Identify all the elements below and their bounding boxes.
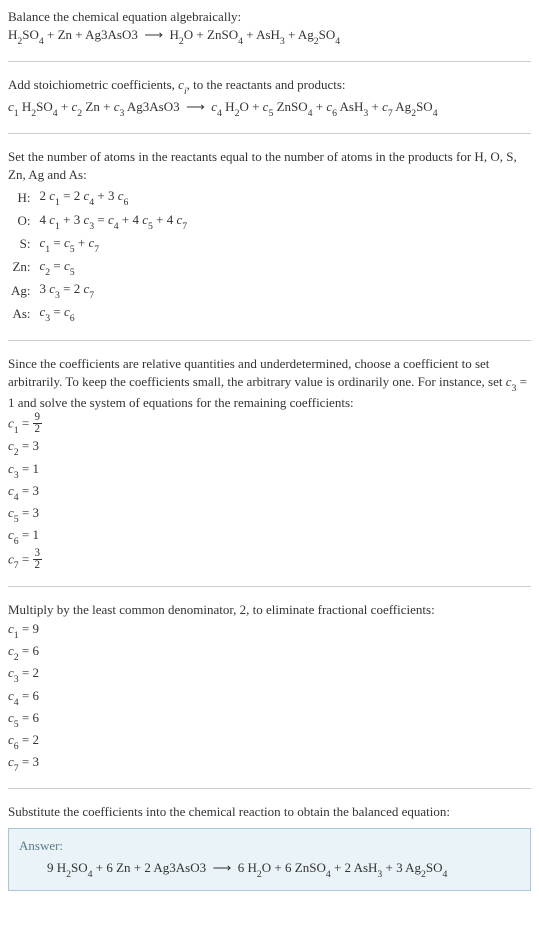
intro-line1: Balance the chemical equation algebraica…	[8, 8, 531, 26]
set-atoms-text: Set the number of atoms in the reactants…	[8, 148, 531, 184]
divider	[8, 788, 531, 789]
since-text-b: and solve the system of equations for th…	[15, 395, 354, 410]
answer-box: Answer: 9 H2SO4 + 6 Zn + 2 Ag3AsO3 ⟶ 6 H…	[8, 828, 531, 891]
add-text-b: , to the reactants and products:	[187, 77, 346, 92]
coef-frac-list: c1 = 92 c2 = 3 c3 = 1 c4 = 3 c5 = 3 c6 =…	[8, 413, 531, 571]
set-atoms-block: Set the number of atoms in the reactants…	[8, 148, 531, 326]
atom-row: O:4 c1 + 3 c3 = c4 + 4 c5 + 4 c7	[8, 210, 190, 233]
multiply-block: Multiply by the least common denominator…	[8, 601, 531, 775]
atom-eq: c2 = c5	[37, 256, 191, 279]
coef-item: c3 = 2	[8, 664, 531, 685]
atom-row: Ag:3 c3 = 2 c7	[8, 279, 190, 302]
answer-equation: 9 H2SO4 + 6 Zn + 2 Ag3AsO3 ⟶ 6 H2O + 6 Z…	[19, 859, 520, 880]
coef-item: c5 = 3	[8, 504, 531, 525]
atom-el: As:	[8, 302, 37, 325]
atom-row: Zn:c2 = c5	[8, 256, 190, 279]
add-coeffs-block: Add stoichiometric coefficients, ci, to …	[8, 76, 531, 118]
coef-item: c6 = 1	[8, 526, 531, 547]
add-text-a: Add stoichiometric coefficients,	[8, 77, 178, 92]
atom-eq: c1 = c5 + c7	[37, 233, 191, 256]
atom-eq: c3 = c6	[37, 302, 191, 325]
add-coeffs-text: Add stoichiometric coefficients, ci, to …	[8, 76, 531, 97]
since-text-a: Since the coefficients are relative quan…	[8, 356, 506, 389]
coef-item: c4 = 3	[8, 482, 531, 503]
coef-item: c1 = 9	[8, 620, 531, 641]
atom-eq: 3 c3 = 2 c7	[37, 279, 191, 302]
coef-item: c1 = 92	[8, 413, 531, 436]
divider	[8, 340, 531, 341]
intro-equation: H2SO4 + Zn + Ag3AsO3 ⟶ H2O + ZnSO4 + AsH…	[8, 26, 531, 47]
coef-item: c3 = 1	[8, 460, 531, 481]
atom-el: Ag:	[8, 279, 37, 302]
atom-row: H:2 c1 = 2 c4 + 3 c6	[8, 186, 190, 209]
atom-row: As:c3 = c6	[8, 302, 190, 325]
atom-eq: 4 c1 + 3 c3 = c4 + 4 c5 + 4 c7	[37, 210, 191, 233]
atom-row: S:c1 = c5 + c7	[8, 233, 190, 256]
substitute-text: Substitute the coefficients into the che…	[8, 803, 531, 821]
atom-el: O:	[8, 210, 37, 233]
atom-eq: 2 c1 = 2 c4 + 3 c6	[37, 186, 191, 209]
multiply-text: Multiply by the least common denominator…	[8, 601, 531, 619]
answer-label: Answer:	[19, 837, 520, 855]
atom-el: Zn:	[8, 256, 37, 279]
since-text: Since the coefficients are relative quan…	[8, 355, 531, 413]
coef-int-list: c1 = 9 c2 = 6 c3 = 2 c4 = 6 c5 = 6 c6 = …	[8, 620, 531, 775]
substitute-block: Substitute the coefficients into the che…	[8, 803, 531, 891]
coef-item: c5 = 6	[8, 709, 531, 730]
coef-item: c2 = 6	[8, 642, 531, 663]
coef-item: c2 = 3	[8, 437, 531, 458]
coef-item: c6 = 2	[8, 731, 531, 752]
atoms-table: H:2 c1 = 2 c4 + 3 c6 O:4 c1 + 3 c3 = c4 …	[8, 186, 190, 325]
intro-block: Balance the chemical equation algebraica…	[8, 8, 531, 47]
coef-item: c4 = 6	[8, 687, 531, 708]
divider	[8, 61, 531, 62]
divider	[8, 586, 531, 587]
atom-el: S:	[8, 233, 37, 256]
since-block: Since the coefficients are relative quan…	[8, 355, 531, 572]
coef-item: c7 = 32	[8, 549, 531, 572]
atom-el: H:	[8, 186, 37, 209]
divider	[8, 133, 531, 134]
ci-i: i	[184, 86, 187, 97]
ci-symbol: ci	[178, 77, 187, 92]
coef-item: c7 = 3	[8, 753, 531, 774]
coeff-equation: c1 H2SO4 + c2 Zn + c3 Ag3AsO3 ⟶ c4 H2O +…	[8, 98, 531, 119]
